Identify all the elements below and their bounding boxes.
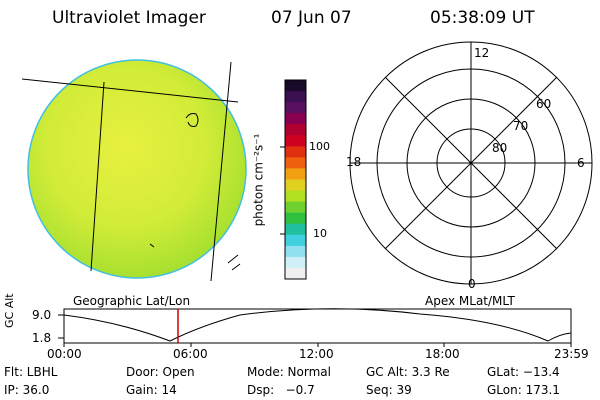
colorbar-segment <box>285 91 306 103</box>
grid-line <box>210 61 232 282</box>
y-tick-9: 9.0 <box>32 308 52 322</box>
x-tick-1200: 12:00 <box>299 347 334 361</box>
mlt-label-0: 0 <box>468 277 476 291</box>
mlat-label-80: 80 <box>492 141 508 155</box>
colorbar-segment <box>285 245 306 258</box>
filter-info: Flt: LBHL <box>4 365 58 379</box>
uv-earth-image <box>21 59 247 282</box>
mlt-label-18: 18 <box>346 155 362 169</box>
colorbar-segment <box>285 157 306 169</box>
glat-info: GLat: −13.4 <box>487 365 560 379</box>
mlat-label-70: 70 <box>513 119 529 133</box>
colorbar-segment <box>285 102 306 114</box>
colorbar-segment <box>285 146 306 158</box>
y-tick-1-8: 1.8 <box>32 331 52 345</box>
colorbar-segment <box>285 135 306 147</box>
x-tick-0000: 00:00 <box>47 347 82 361</box>
colorbar-segment <box>285 223 306 236</box>
mlat-label-60: 60 <box>536 97 552 111</box>
mode-info: Mode: Normal <box>247 365 331 379</box>
colorbar-segment <box>285 234 306 247</box>
x-tick-1800: 18:00 <box>425 347 460 361</box>
gain-info: Gain: 14 <box>126 383 177 397</box>
colorbar-segment <box>285 212 306 225</box>
colorbar-segment <box>285 190 306 203</box>
x-tick-2359: 23:59 <box>554 347 589 361</box>
mlt-label-12: 12 <box>474 46 490 60</box>
geographic-panel-label: Geographic Lat/Lon <box>73 294 191 308</box>
gc-alt-axis-label: GC Alt <box>3 293 16 328</box>
colorbar-unit-label: photon cm⁻²s⁻¹ <box>251 133 266 227</box>
colorbar-segment <box>285 179 306 192</box>
colorbar-tick-100: 100 <box>309 140 330 153</box>
apex-panel-label: Apex MLat/MLT <box>425 294 515 308</box>
imager-title: Ultraviolet Imager <box>52 8 206 28</box>
mlt-label-6: 6 <box>577 156 585 170</box>
x-tick-0600: 06:00 <box>173 347 208 361</box>
glon-info: GLon: 173.1 <box>487 383 560 397</box>
seq-info: Seq: 39 <box>366 383 412 397</box>
polar-plot <box>349 41 593 285</box>
grid-line <box>90 81 105 272</box>
altitude-curve <box>63 308 572 342</box>
colorbar-segment <box>285 124 306 136</box>
date-label: 07 Jun 07 <box>271 8 352 28</box>
colorbar-segment <box>285 267 306 280</box>
ip-info: IP: 36.0 <box>4 383 50 397</box>
grid-line <box>21 78 239 103</box>
colorbar-tick-10: 10 <box>313 227 327 240</box>
door-info: Door: Open <box>126 365 195 379</box>
colorbar-segment <box>285 80 306 92</box>
altitude-timeline <box>58 308 572 347</box>
colorbar-segment <box>285 256 306 269</box>
colorbar-segment <box>285 168 306 180</box>
colorbar-segment <box>285 113 306 125</box>
time-label: 05:38:09 UT <box>430 8 535 28</box>
colorbar-segment <box>285 201 306 214</box>
dsp-info: Dsp: −0.7 <box>247 383 315 397</box>
color-scale-bar <box>285 80 306 280</box>
gc-alt-info: GC Alt: 3.3 Re <box>366 365 450 379</box>
coastline-shape <box>185 113 199 127</box>
